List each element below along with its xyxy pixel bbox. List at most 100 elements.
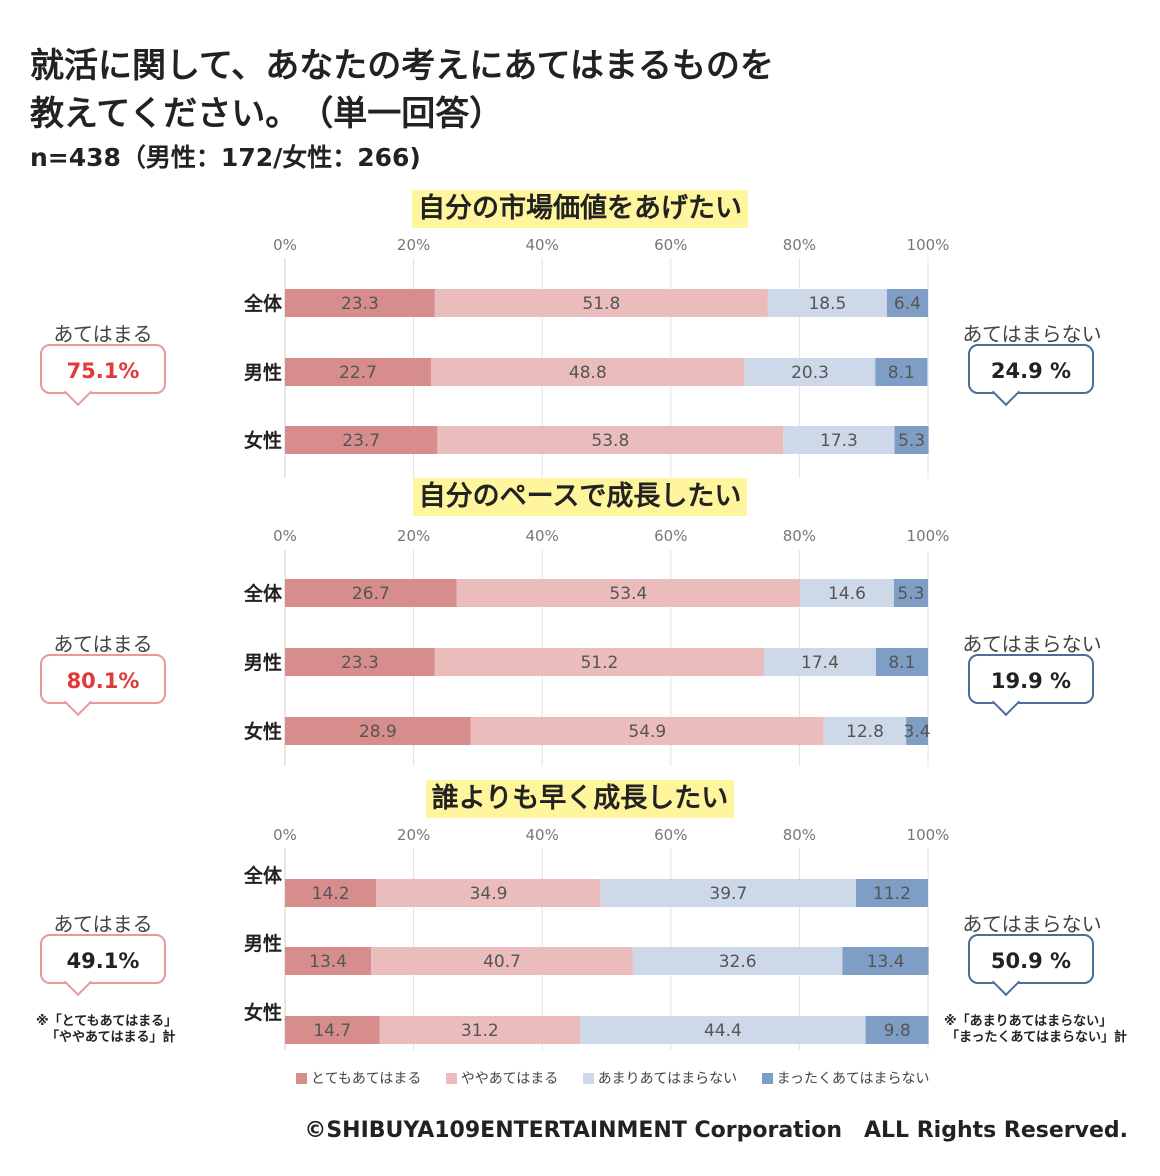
data-label: 40.7 [483,952,521,972]
tick-label: 0% [273,236,297,254]
legend-swatch [582,1073,594,1084]
bar-segment [842,947,929,975]
agree-label: あてはまる [53,632,153,656]
tick-label: 100% [907,236,950,254]
bar-segment [865,1016,929,1044]
bar-segment [434,289,768,317]
bar-segment [285,879,377,907]
bar-segment [764,648,876,676]
chart-title: 自分のペースで成長したい [0,478,1160,516]
legend-swatch [761,1073,773,1084]
bar-segment [855,879,928,907]
chart-panel-2: 自分のペースで成長したい 0% 20% 40% 60% 80% 100% 全体 26.7 53.… [0,478,1160,768]
tick-label: 40% [526,236,559,254]
tick-label: 60% [654,236,687,254]
data-label: 20.3 [791,363,829,383]
tick-label: 0% [273,826,297,844]
legend-item: ややあてはまる [445,1068,558,1088]
data-label: 14.2 [312,884,350,904]
bar-segment [285,648,435,676]
bar-segment [744,358,876,386]
bar-segment [437,426,784,454]
bar-segment [434,648,765,676]
tick-label: 100% [907,527,950,545]
agree-label: あてはまる [53,322,153,346]
disagree-label: あてはまらない [962,322,1102,346]
bar-segment [906,717,928,745]
data-label: 53.4 [609,584,647,604]
data-label: 32.6 [719,952,757,972]
data-label: 53.8 [591,431,629,451]
data-label: 54.9 [628,722,666,742]
data-label: 39.7 [709,884,747,904]
disagree-note: ※「あまりあてはまらない」 「まったくあてはまらない」計 [944,1014,1127,1045]
tick-label: 100% [907,826,950,844]
bar-segment [632,947,843,975]
tick-label: 60% [654,527,687,545]
agree-label: あてはまる [53,912,153,936]
bar-segment [783,426,895,454]
chart-title: 自分の市場価値をあげたい [0,190,1160,228]
data-label: 23.7 [342,431,380,451]
bar-segment [285,579,457,607]
agree-total-bubble: 75.1% [40,344,166,407]
category-label: 女性 [244,720,282,743]
data-label: 5.3 [897,584,924,604]
copyright: ©SHIBUYA109ENTERTAINMENT Corporation ALL… [304,1118,1128,1143]
data-label: 3.4 [904,722,931,742]
bar-segment [600,879,856,907]
stacked-bar-chart: 0% 20% 40% 60% 80% 100% 全体 23.3 51.8 18.5 6.4 男性 22.… [243,236,950,478]
data-label: 12.8 [846,722,884,742]
disagree-total-bubble: 19.9 % [968,654,1094,717]
data-label: 48.8 [569,363,607,383]
bar-segment [285,947,372,975]
category-label: 全体 [243,864,283,887]
data-label: 23.3 [341,294,379,314]
tick-label: 80% [783,826,816,844]
bar-segment [371,947,633,975]
disagree-total-bubble: 50.9 % [968,934,1094,997]
tick-label: 20% [397,236,430,254]
data-label: 13.4 [309,952,347,972]
data-label: 51.8 [582,294,620,314]
page-title-line-2: 教えてください。 （単一回答） [30,94,504,134]
data-label: 17.4 [801,653,839,673]
disagree-total: 19.9 % [990,669,1072,693]
chart-title: 誰よりも早く成長したい [0,780,1160,818]
disagree-label: あてはまらない [962,912,1102,936]
legend-swatch [445,1073,457,1084]
legend-item: まったくあてはまらない [761,1068,929,1088]
tick-label: 80% [783,527,816,545]
disagree-label: あてはまらない [962,632,1102,656]
legend-item: とてもあてはまる [296,1068,421,1088]
category-label: 女性 [244,429,282,452]
bar-segment [823,717,907,745]
bar-segment [285,358,431,386]
chart-panel-3: 誰よりも早く成長したい 0% 20% 40% 60% 80% 100% 全体 14.2 34.9… [0,780,1160,1060]
agree-total-bubble: 80.1% [40,654,166,717]
agree-total: 75.1% [66,359,140,383]
chart-panel-1: 自分の市場価値をあげたい 0% 20% 40% 60% 80% 100% 全体 23.3 51.… [0,190,1160,480]
bar-segment [875,648,928,676]
data-label: 8.1 [888,653,915,673]
bar-segment [580,1016,866,1044]
category-label: 男性 [244,361,282,384]
data-label: 11.2 [873,884,911,904]
bar-segment [456,579,801,607]
agree-note: ※「とてもあてはまる」 「ややあてはまる」計 [36,1014,178,1045]
data-label: 28.9 [359,722,397,742]
sample-size: n=438（男性：172/女性：266) [30,143,421,172]
legend: とてもあてはまる ややあてはまる あまりあてはまらない まったくあてはまらない [296,1068,949,1088]
disagree-total: 50.9 % [990,949,1072,973]
bar-segment [875,358,928,386]
bar-segment [285,1016,380,1044]
data-label: 6.4 [894,294,921,314]
data-label: 8.1 [888,363,915,383]
tick-label: 20% [397,527,430,545]
stacked-bar-chart: 0% 20% 40% 60% 80% 100% 全体 26.7 53.4 14.6 5.3 男性 23.… [243,527,950,766]
data-label: 5.3 [898,431,925,451]
data-label: 14.6 [828,584,866,604]
bar-segment [886,289,928,317]
disagree-total: 24.9 % [990,359,1072,383]
data-label: 26.7 [352,584,390,604]
